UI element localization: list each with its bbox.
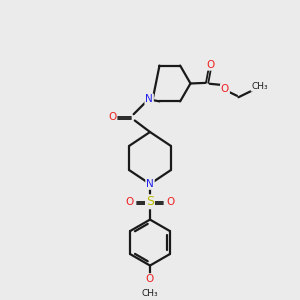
Text: S: S — [146, 195, 154, 208]
Text: N: N — [145, 94, 153, 104]
Text: CH₃: CH₃ — [142, 289, 158, 298]
Text: O: O — [166, 197, 174, 207]
Text: CH₃: CH₃ — [251, 82, 268, 91]
Text: O: O — [146, 274, 154, 284]
Text: O: O — [221, 84, 229, 94]
Text: N: N — [146, 179, 154, 189]
Text: O: O — [108, 112, 116, 122]
Text: O: O — [126, 197, 134, 207]
Text: O: O — [206, 60, 215, 70]
